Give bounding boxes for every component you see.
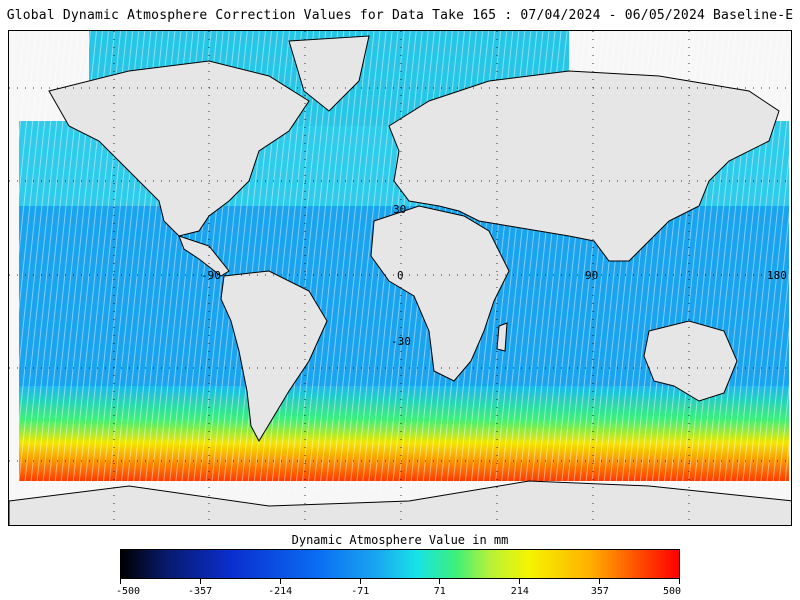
central-america bbox=[178, 235, 230, 277]
colorbar-tick-label: -500 bbox=[115, 586, 141, 597]
colorbar-tick-label: 214 bbox=[510, 586, 529, 597]
colorbar-tick bbox=[279, 579, 281, 584]
map-title: Global Dynamic Atmosphere Correction Val… bbox=[6, 8, 794, 23]
graticule bbox=[9, 31, 791, 525]
colorbar-tick bbox=[199, 579, 201, 584]
colorbar-tick-label: 357 bbox=[590, 586, 609, 597]
greenland bbox=[288, 35, 370, 112]
madagascar bbox=[496, 322, 508, 352]
colorbar-tick bbox=[519, 579, 521, 584]
colorbar-title: Dynamic Atmosphere Value in mm bbox=[291, 533, 509, 547]
colorbar-tick bbox=[120, 579, 121, 584]
lon-label-180: 180 bbox=[767, 269, 787, 282]
lat-label-30: 30 bbox=[393, 203, 407, 216]
colorbar-ticks bbox=[120, 579, 680, 585]
colorbar-tick-label: -357 bbox=[188, 586, 213, 597]
colorbar bbox=[120, 549, 680, 579]
lat-label-0: 0 bbox=[397, 269, 404, 282]
colorbar-tick-label: -214 bbox=[268, 586, 293, 597]
map-canvas bbox=[9, 31, 791, 525]
antarctica bbox=[9, 480, 791, 525]
colorbar-tick bbox=[599, 579, 601, 584]
colorbar-tick bbox=[679, 579, 680, 584]
north-america bbox=[48, 60, 310, 237]
land-masses bbox=[9, 35, 791, 525]
lon-label-90: 90 bbox=[585, 269, 599, 282]
south-america bbox=[220, 270, 328, 443]
colorbar-tick bbox=[439, 579, 441, 584]
world-map: 30 0 -30 -90 90 180 bbox=[8, 30, 792, 526]
lon-label-minus-90: -90 bbox=[201, 269, 221, 282]
eurasia bbox=[388, 70, 780, 262]
colorbar-tick-label: 71 bbox=[433, 586, 446, 597]
lat-label-minus-30: -30 bbox=[391, 335, 411, 348]
colorbar-tick-label: 500 bbox=[662, 586, 682, 597]
colorbar-tick-label: -71 bbox=[351, 586, 370, 597]
colorbar-tick bbox=[359, 579, 361, 584]
africa bbox=[370, 205, 510, 382]
